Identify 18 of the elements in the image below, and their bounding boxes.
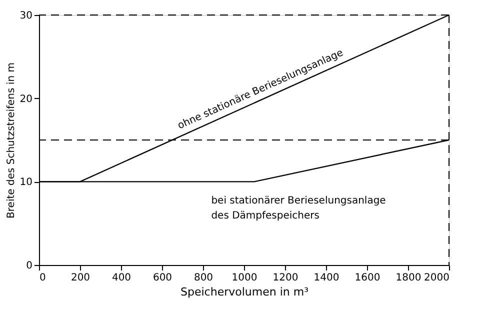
x-tick-label: 200 xyxy=(70,272,90,284)
x-axis-title: Speichervolumen in m³ xyxy=(180,286,308,298)
x-tick-label: 1800 xyxy=(396,272,422,284)
x-tick-label: 1600 xyxy=(354,272,380,284)
x-tick-label: 800 xyxy=(194,272,214,284)
x-tick-label: 600 xyxy=(152,272,172,284)
x-tick-label: 400 xyxy=(112,272,132,284)
x-tick-label: 0 xyxy=(40,272,46,284)
y-axis-title: Breite des Schutzstreifens in m xyxy=(6,62,17,218)
x-tick-label: 1200 xyxy=(272,272,298,284)
y-tick-label: 0 xyxy=(26,260,32,272)
y-tick-label: 30 xyxy=(20,10,32,22)
y-tick-label: 10 xyxy=(20,177,32,188)
x-tick-label: 1000 xyxy=(232,272,258,284)
x-tick-label: 1400 xyxy=(314,272,340,284)
x-tick-label: 2000 xyxy=(424,272,450,284)
y-tick-label: 20 xyxy=(20,94,32,105)
series-label: bei stationärer Berieselungsanlage des Dämpfespeichers xyxy=(211,196,386,222)
